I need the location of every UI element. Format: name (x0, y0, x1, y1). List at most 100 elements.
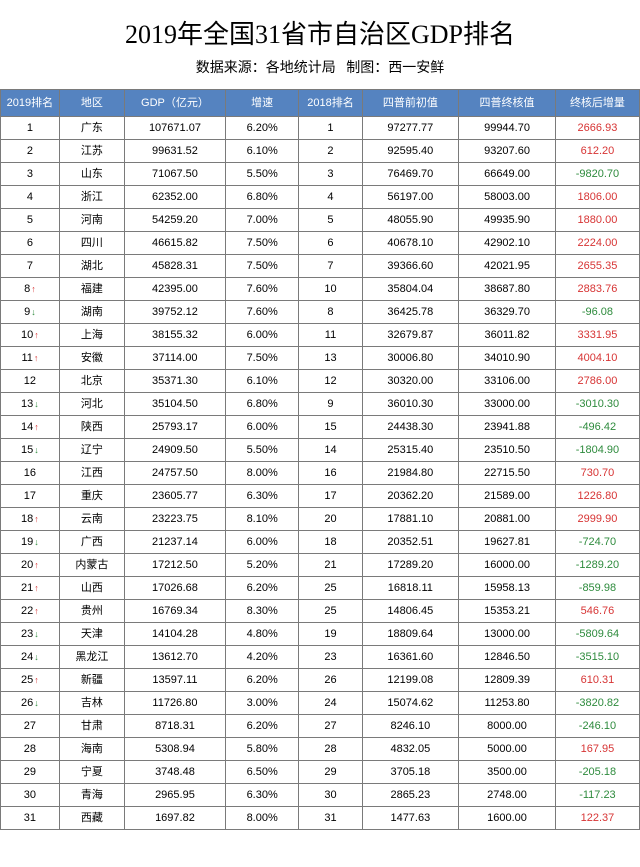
cell-region: 上海 (59, 324, 124, 347)
cell-growth: 6.30% (225, 485, 299, 508)
cell-rank18: 14 (299, 439, 362, 462)
cell-growth: 7.50% (225, 255, 299, 278)
cell-region: 天津 (59, 623, 124, 646)
cell-post: 12809.39 (459, 669, 556, 692)
cell-rank18: 24 (299, 692, 362, 715)
cell-pre: 16818.11 (362, 577, 459, 600)
cell-post: 23941.88 (459, 416, 556, 439)
cell-rank18: 12 (299, 370, 362, 393)
cell-region: 福建 (59, 278, 124, 301)
cell-region: 云南 (59, 508, 124, 531)
cell-growth: 6.50% (225, 761, 299, 784)
cell-rank: 26↓ (1, 692, 60, 715)
cell-region: 甘肃 (59, 715, 124, 738)
cell-delta: 730.70 (555, 462, 639, 485)
cell-rank18: 20 (299, 508, 362, 531)
th-growth: 增速 (225, 90, 299, 117)
cell-growth: 5.80% (225, 738, 299, 761)
cell-pre: 36010.30 (362, 393, 459, 416)
cell-delta: -1804.90 (555, 439, 639, 462)
cell-rank18: 5 (299, 209, 362, 232)
gdp-ranking-table: 2019排名 地区 GDP（亿元） 增速 2018排名 四普前初值 四普终核值 … (0, 89, 640, 830)
cell-growth: 6.30% (225, 784, 299, 807)
cell-post: 19627.81 (459, 531, 556, 554)
cell-post: 15958.13 (459, 577, 556, 600)
cell-delta: 1806.00 (555, 186, 639, 209)
table-row: 12北京35371.306.10%1230320.0033106.002786.… (1, 370, 640, 393)
cell-rank18: 10 (299, 278, 362, 301)
cell-rank18: 18 (299, 531, 362, 554)
cell-rank: 7 (1, 255, 60, 278)
cell-growth: 6.20% (225, 577, 299, 600)
table-row: 19↓广西21237.146.00%1820352.5119627.81-724… (1, 531, 640, 554)
cell-gdp: 35104.50 (125, 393, 226, 416)
cell-region: 海南 (59, 738, 124, 761)
cell-delta: -724.70 (555, 531, 639, 554)
cell-delta: 3331.95 (555, 324, 639, 347)
cell-rank: 12 (1, 370, 60, 393)
cell-post: 16000.00 (459, 554, 556, 577)
cell-rank: 23↓ (1, 623, 60, 646)
cell-pre: 24438.30 (362, 416, 459, 439)
table-row: 3山东71067.505.50%376469.7066649.00-9820.7… (1, 163, 640, 186)
cell-delta: -117.23 (555, 784, 639, 807)
cell-pre: 39366.60 (362, 255, 459, 278)
cell-gdp: 1697.82 (125, 807, 226, 830)
subtitle-source: 数据来源：各地统计局 (196, 61, 336, 76)
cell-gdp: 24757.50 (125, 462, 226, 485)
cell-rank: 29 (1, 761, 60, 784)
cell-post: 3500.00 (459, 761, 556, 784)
cell-delta: 2655.35 (555, 255, 639, 278)
cell-growth: 3.00% (225, 692, 299, 715)
cell-gdp: 16769.34 (125, 600, 226, 623)
cell-post: 66649.00 (459, 163, 556, 186)
cell-delta: 4004.10 (555, 347, 639, 370)
cell-growth: 6.10% (225, 140, 299, 163)
cell-rank: 4 (1, 186, 60, 209)
rank-arrow-icon: ↑ (30, 284, 36, 294)
cell-pre: 4832.05 (362, 738, 459, 761)
cell-gdp: 17026.68 (125, 577, 226, 600)
cell-pre: 30320.00 (362, 370, 459, 393)
table-row: 28海南5308.945.80%284832.055000.00167.95 (1, 738, 640, 761)
rank-arrow-icon: ↓ (33, 652, 39, 662)
cell-growth: 6.80% (225, 393, 299, 416)
cell-growth: 6.00% (225, 324, 299, 347)
cell-growth: 7.00% (225, 209, 299, 232)
cell-delta: 1880.00 (555, 209, 639, 232)
cell-rank18: 7 (299, 255, 362, 278)
page-subtitle: 数据来源：各地统计局 制图：西一安鲜 (0, 57, 640, 89)
cell-post: 23510.50 (459, 439, 556, 462)
cell-pre: 17881.10 (362, 508, 459, 531)
cell-rank18: 31 (299, 807, 362, 830)
cell-rank: 13↓ (1, 393, 60, 416)
table-row: 16江西24757.508.00%1621984.8022715.50730.7… (1, 462, 640, 485)
table-row: 15↓辽宁24909.505.50%1425315.4023510.50-180… (1, 439, 640, 462)
cell-pre: 40678.10 (362, 232, 459, 255)
cell-growth: 8.00% (225, 807, 299, 830)
cell-pre: 3705.18 (362, 761, 459, 784)
cell-pre: 12199.08 (362, 669, 459, 692)
table-row: 20↑内蒙古17212.505.20%2117289.2016000.00-12… (1, 554, 640, 577)
cell-gdp: 35371.30 (125, 370, 226, 393)
cell-pre: 20352.51 (362, 531, 459, 554)
cell-post: 99944.70 (459, 117, 556, 140)
th-delta: 终核后增量 (555, 90, 639, 117)
cell-rank: 5 (1, 209, 60, 232)
cell-region: 四川 (59, 232, 124, 255)
cell-pre: 18809.64 (362, 623, 459, 646)
cell-delta: -3515.10 (555, 646, 639, 669)
cell-delta: -496.42 (555, 416, 639, 439)
cell-gdp: 54259.20 (125, 209, 226, 232)
cell-gdp: 25793.17 (125, 416, 226, 439)
cell-gdp: 107671.07 (125, 117, 226, 140)
rank-arrow-icon: ↓ (33, 537, 39, 547)
table-row: 24↓黑龙江13612.704.20%2316361.6012846.50-35… (1, 646, 640, 669)
cell-gdp: 8718.31 (125, 715, 226, 738)
cell-post: 93207.60 (459, 140, 556, 163)
cell-pre: 36425.78 (362, 301, 459, 324)
cell-rank: 8↑ (1, 278, 60, 301)
page-title: 2019年全国31省市自治区GDP排名 (0, 0, 640, 57)
cell-pre: 97277.77 (362, 117, 459, 140)
cell-growth: 7.60% (225, 301, 299, 324)
